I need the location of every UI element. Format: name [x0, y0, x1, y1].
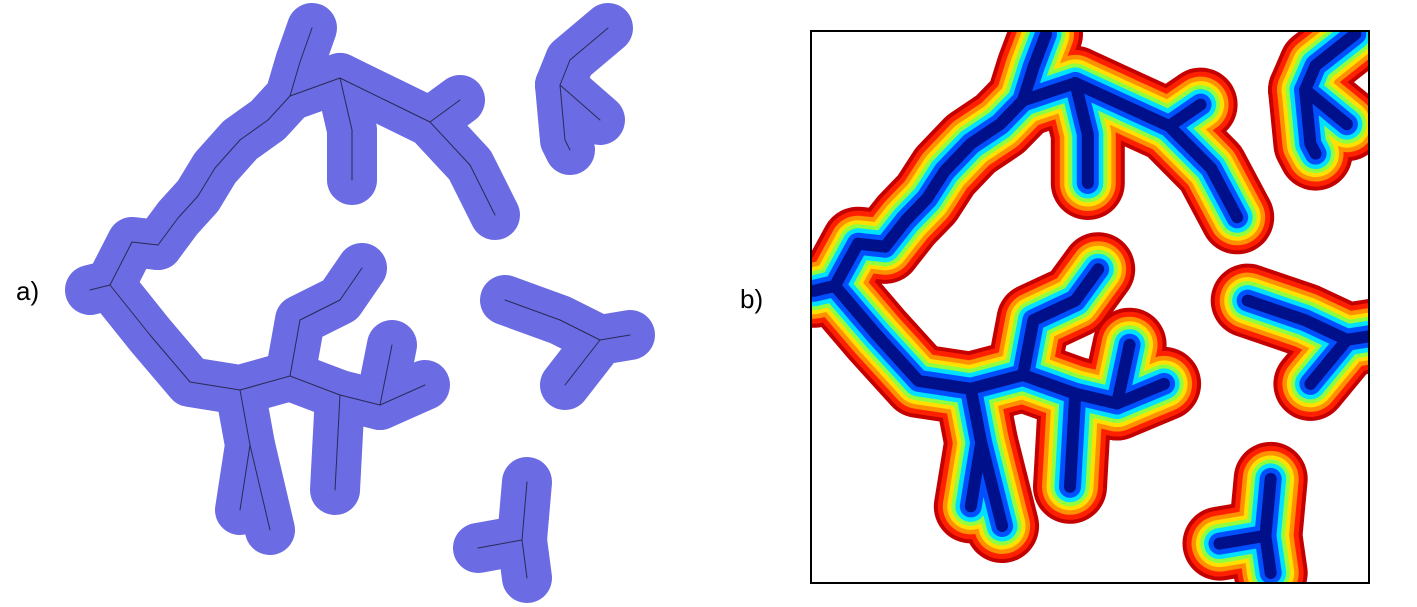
centerline-17	[564, 339, 601, 386]
centerlines	[89, 27, 631, 579]
buffer-region-1	[133, 3, 337, 270]
distance-band-8-segment-3	[1069, 77, 1094, 189]
distance-band-8-segment-6	[828, 279, 1029, 395]
centerline-15	[559, 84, 601, 121]
buffer-regions	[65, 3, 655, 603]
distance-band-8-segment-2	[1017, 77, 1244, 224]
centerline-5	[89, 241, 159, 291]
distance-bands	[810, 30, 1370, 584]
centerline-12	[249, 444, 271, 531]
distance-band-8-segment-1	[879, 30, 1052, 253]
centerline-4	[429, 99, 461, 123]
centerline-19	[521, 539, 528, 579]
distance-band-8-segment-5	[810, 237, 892, 297]
panel-a-buffer-map	[65, 3, 655, 603]
centerline-9	[379, 344, 393, 406]
centerline-14	[559, 84, 571, 151]
centerline-6	[109, 284, 291, 391]
distance-band-8-segment-4	[1163, 98, 1207, 133]
buffer-region-6	[85, 260, 315, 415]
distance-band-8-segment-7	[1017, 263, 1105, 381]
distance-band-8-segment-12	[975, 436, 1009, 532]
distance-band-8-segment-8	[1017, 369, 1171, 410]
distance-band-8-segment-9	[1111, 338, 1136, 410]
panel-b-label: b)	[740, 284, 764, 314]
centerline-1	[157, 27, 313, 246]
centerline-8	[289, 375, 426, 406]
centerline-16	[504, 299, 631, 341]
distance-band-8-segment-17	[1304, 333, 1353, 390]
buffer-region-3	[315, 53, 377, 205]
heatmap-frame	[810, 30, 1370, 584]
panel-b-distance-map	[810, 30, 1370, 584]
centerline-10	[334, 394, 341, 491]
distance-band-8-segment-13	[1299, 30, 1362, 96]
centerline-7	[289, 267, 363, 377]
distance-band-8-segment-15	[1299, 83, 1353, 131]
centerline-13	[559, 27, 609, 86]
distance-band-8-segment-14	[1299, 83, 1322, 160]
centerline-2	[289, 77, 496, 216]
centerline-3	[339, 77, 353, 181]
distance-band-8-segment-10	[1064, 387, 1082, 493]
distance-band-8-segment-19	[1259, 529, 1277, 579]
panel-a-label: a)	[16, 276, 40, 306]
distance-band-8-segment-16	[1241, 294, 1370, 346]
